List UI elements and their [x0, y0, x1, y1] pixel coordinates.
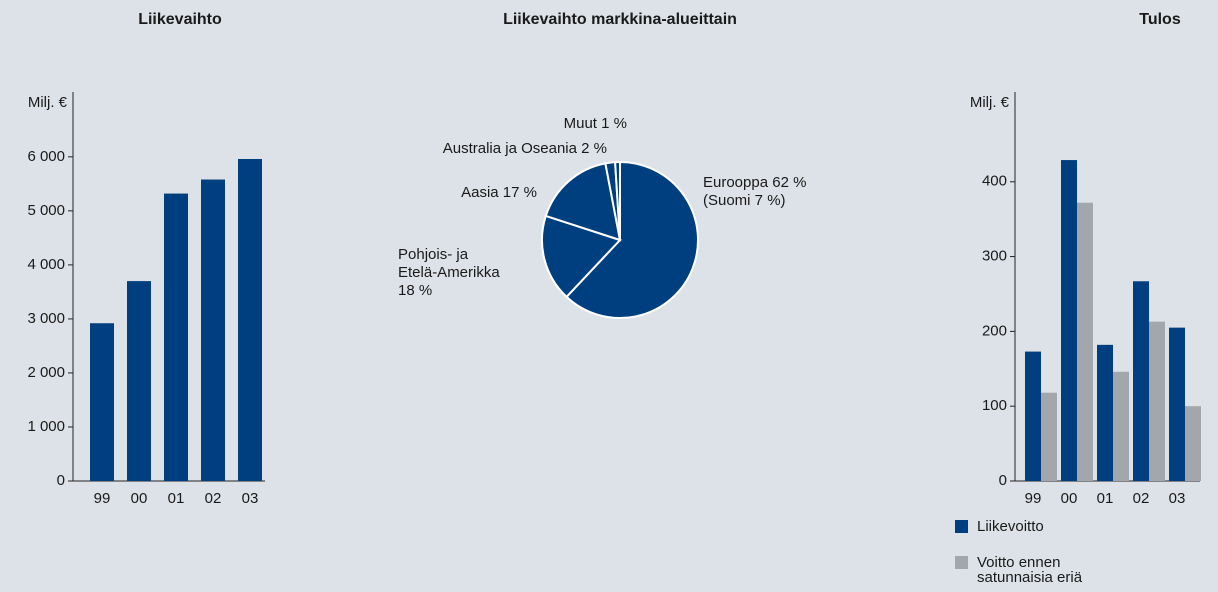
- bar: [1097, 344, 1113, 481]
- chart-title: Liikevaihto: [138, 11, 222, 28]
- x-tick-label: 03: [242, 490, 259, 507]
- axis-label: Milj. €: [970, 94, 1010, 111]
- y-tick-label: 400: [982, 173, 1007, 190]
- chart-title: Liikevaihto markkina-alueittain: [503, 11, 737, 28]
- x-tick-label: 00: [1061, 490, 1078, 507]
- y-tick-label: 0: [57, 472, 65, 489]
- slice-label: Eurooppa 62 %: [703, 174, 806, 191]
- x-tick-label: 99: [94, 490, 111, 507]
- legend-swatch: [955, 556, 968, 569]
- slice-label: Muut 1 %: [564, 115, 627, 132]
- y-tick-label: 2 000: [27, 364, 65, 381]
- axis-label: Milj. €: [28, 94, 68, 111]
- bar: [1149, 321, 1165, 481]
- bar: [1025, 351, 1041, 481]
- pie-slice: [614, 160, 621, 241]
- y-tick-label: 0: [999, 472, 1007, 489]
- y-tick-label: 6 000: [27, 148, 65, 165]
- bar: [1077, 202, 1093, 481]
- legend-label: Voitto ennen satunnaisia eriä: [977, 554, 1083, 586]
- legend-label: Liikevoitto: [977, 518, 1044, 535]
- bar: [164, 193, 188, 482]
- bar: [1185, 406, 1201, 481]
- x-tick-label: 02: [205, 490, 222, 507]
- chart-title: Tulos: [1139, 11, 1181, 28]
- slice-label: Aasia 17 %: [461, 184, 537, 201]
- x-tick-label: 03: [1169, 490, 1186, 507]
- legend-swatch: [955, 520, 968, 533]
- pie-slice: [541, 214, 622, 299]
- slice-label: Australia ja Oseania 2 %: [443, 140, 607, 157]
- x-tick-label: 01: [168, 490, 185, 507]
- x-tick-label: 99: [1025, 490, 1042, 507]
- bar: [1061, 160, 1077, 481]
- pie-slice: [544, 162, 622, 242]
- pie-slice: [565, 160, 699, 319]
- y-tick-label: 100: [982, 397, 1007, 414]
- bar: [238, 158, 262, 481]
- y-tick-label: 1 000: [27, 418, 65, 435]
- slice-label: 18 %: [398, 282, 432, 299]
- slice-label: (Suomi 7 %): [703, 192, 786, 209]
- slice-label: Pohjois- ja: [398, 246, 469, 263]
- bar: [1041, 392, 1057, 481]
- bar: [1133, 281, 1149, 481]
- y-tick-label: 5 000: [27, 202, 65, 219]
- bar: [127, 281, 151, 481]
- y-tick-label: 300: [982, 248, 1007, 265]
- bar: [90, 323, 114, 481]
- bar: [201, 179, 225, 481]
- y-tick-label: 4 000: [27, 256, 65, 273]
- y-tick-label: 3 000: [27, 310, 65, 327]
- slice-label: Etelä-Amerikka: [398, 264, 500, 281]
- x-tick-label: 00: [131, 490, 148, 507]
- x-tick-label: 02: [1133, 490, 1150, 507]
- x-tick-label: 01: [1097, 490, 1114, 507]
- bar: [1113, 371, 1129, 481]
- bar: [1169, 327, 1185, 481]
- y-tick-label: 200: [982, 322, 1007, 339]
